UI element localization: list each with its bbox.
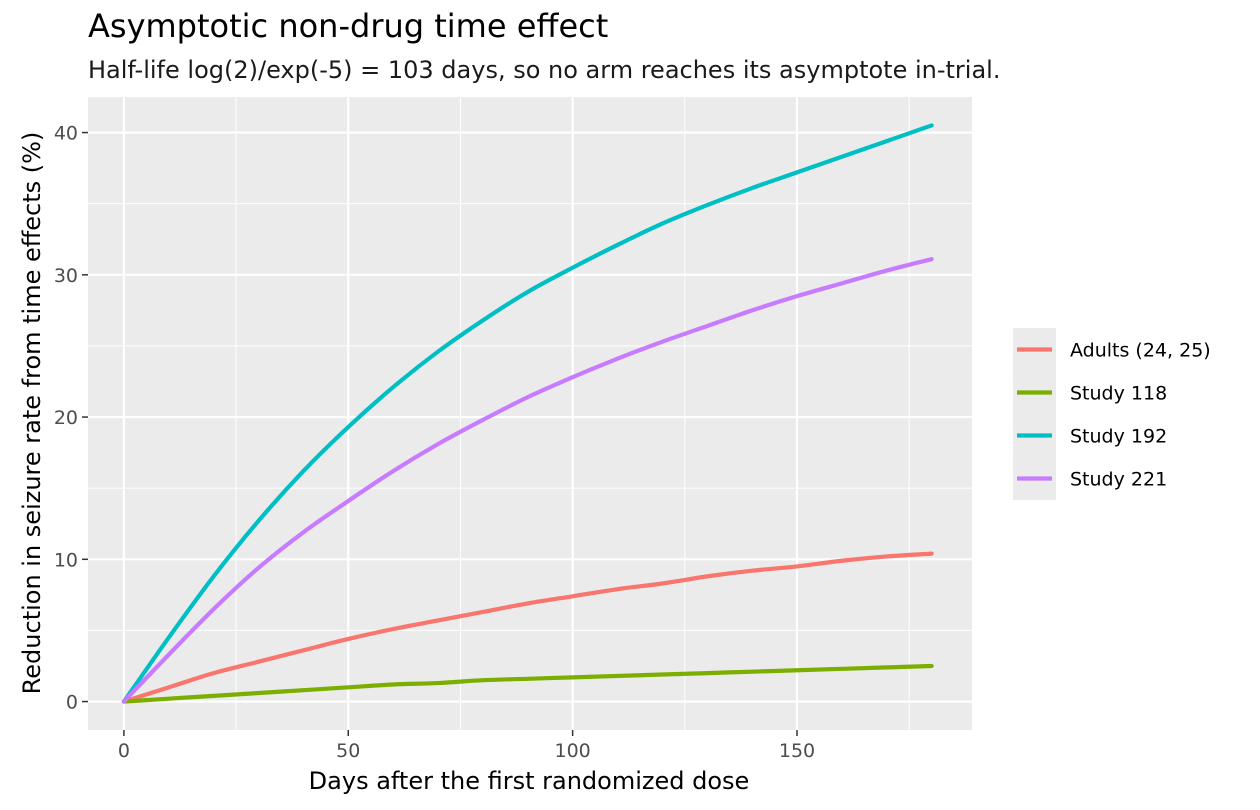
- legend-label-adults-24-25: Adults (24, 25): [1070, 340, 1211, 362]
- y-tick-label: 30: [54, 265, 78, 287]
- y-tick-label: 0: [66, 692, 78, 714]
- x-tick-label: 50: [336, 740, 360, 762]
- y-axis-title: Reduction in seizure rate from time effe…: [18, 132, 46, 695]
- series-line-study-118: [121, 663, 934, 704]
- chart-title: Asymptotic non-drug time effect: [88, 7, 608, 45]
- legend-label-study-192: Study 192: [1070, 426, 1167, 448]
- series-line-study-221: [121, 257, 934, 704]
- legend-label-study-221: Study 221: [1070, 469, 1167, 491]
- x-axis-title: Days after the first randomized dose: [309, 767, 750, 795]
- y-tick-label: 40: [54, 123, 78, 145]
- legend-key-background: [1013, 328, 1056, 500]
- chart-subtitle: Half-life log(2)/exp(-5) = 103 days, so …: [88, 56, 1000, 84]
- x-tick-label: 150: [779, 740, 815, 762]
- y-tick-label: 20: [54, 407, 78, 429]
- series-line-study-192: [121, 123, 934, 704]
- legend-label-study-118: Study 118: [1070, 383, 1167, 405]
- plot-background: [88, 97, 972, 730]
- series-line-adults-24-25: [121, 551, 934, 704]
- x-tick-label: 100: [554, 740, 590, 762]
- x-tick-label: 0: [118, 740, 130, 762]
- legend: Adults (24, 25) Study 118 Study 192 Study 2…: [1013, 328, 1211, 500]
- y-tick-label: 10: [54, 549, 78, 571]
- plot-area: 0 50 100 150 0 10 20 30 40: [54, 97, 972, 762]
